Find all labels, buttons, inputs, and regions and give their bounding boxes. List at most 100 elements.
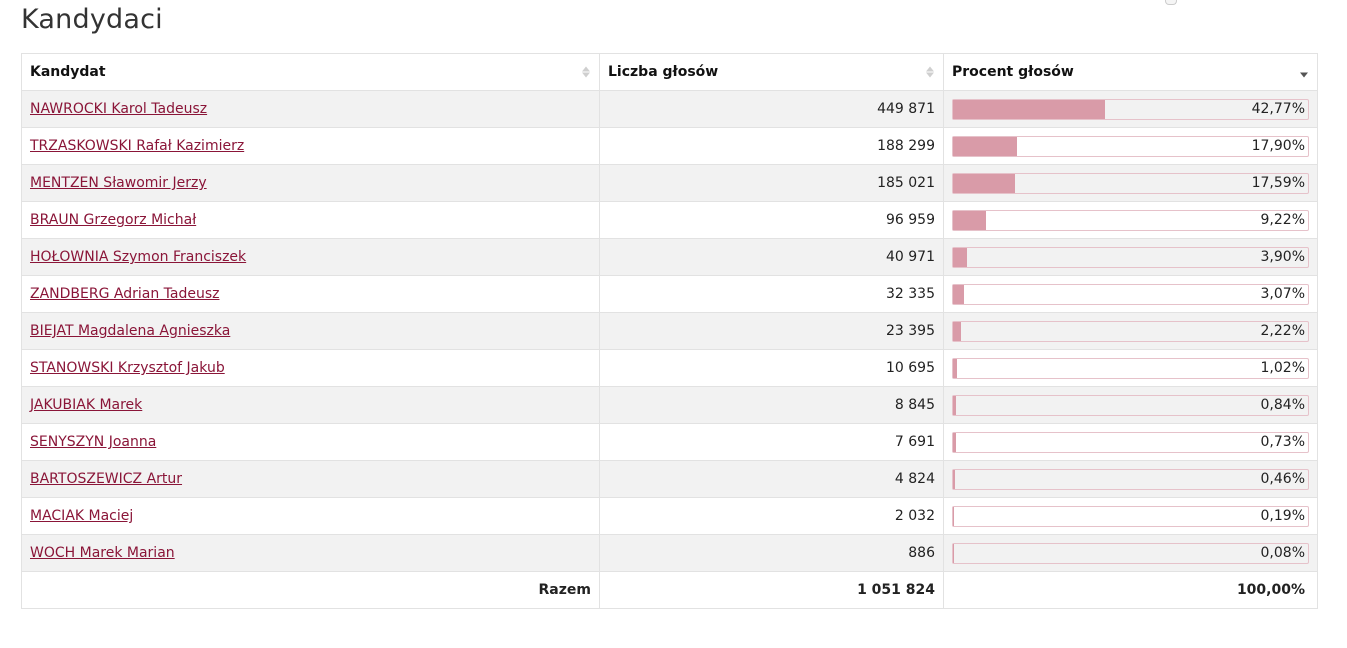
votes-cell: 449 871 (599, 90, 944, 128)
candidate-link[interactable]: ZANDBERG Adrian Tadeusz (30, 286, 220, 302)
percent-cell: 0,19% (943, 497, 1318, 535)
percent-cell: 0,73% (943, 423, 1318, 461)
candidate-cell: BIEJAT Magdalena Agnieszka (21, 312, 600, 350)
votes-cell: 185 021 (599, 164, 944, 202)
candidate-cell: SENYSZYN Joanna (21, 423, 600, 461)
candidate-cell: MACIAK Maciej (21, 497, 600, 535)
percent-bar: 1,02% (952, 357, 1309, 379)
table-row: JAKUBIAK Marek 8 845 0,84% (21, 386, 1318, 424)
percent-label: 17,90% (1251, 138, 1305, 154)
candidate-cell: BARTOSZEWICZ Artur (21, 460, 600, 498)
sort-icon[interactable] (582, 66, 590, 78)
table-row: BARTOSZEWICZ Artur 4 824 0,46% (21, 460, 1318, 498)
votes-cell: 96 959 (599, 201, 944, 239)
votes-cell: 32 335 (599, 275, 944, 313)
candidate-link[interactable]: WOCH Marek Marian (30, 545, 175, 561)
candidate-link[interactable]: STANOWSKI Krzysztof Jakub (30, 360, 225, 376)
percent-label: 0,19% (1260, 508, 1305, 524)
percent-bar: 9,22% (952, 209, 1309, 231)
percent-bar: 17,59% (952, 172, 1309, 194)
candidate-cell: NAWROCKI Karol Tadeusz (21, 90, 600, 128)
percent-cell: 1,02% (943, 349, 1318, 387)
percent-bar: 3,90% (952, 246, 1309, 268)
percent-bar: 0,73% (952, 431, 1309, 453)
candidate-link[interactable]: BRAUN Grzegorz Michał (30, 212, 197, 228)
total-row: Razem 1 051 824 100,00% (21, 571, 1318, 609)
votes-cell: 188 299 (599, 127, 944, 165)
percent-label: 0,46% (1260, 471, 1305, 487)
candidate-cell: JAKUBIAK Marek (21, 386, 600, 424)
percent-label: 9,22% (1260, 212, 1305, 228)
votes-cell: 4 824 (599, 460, 944, 498)
header-percent-label: Procent głosów (952, 64, 1074, 80)
table-row: BRAUN Grzegorz Michał 96 959 9,22% (21, 201, 1318, 239)
percent-bar-fill (953, 506, 954, 526)
percent-cell: 42,77% (943, 90, 1318, 128)
percent-bar-fill (953, 284, 964, 304)
candidate-cell: WOCH Marek Marian (21, 534, 600, 572)
candidate-link[interactable]: JAKUBIAK Marek (30, 397, 143, 413)
table-row: WOCH Marek Marian 886 0,08% (21, 534, 1318, 572)
sort-desc-icon[interactable] (1300, 67, 1308, 78)
percent-cell: 9,22% (943, 201, 1318, 239)
table-row: NAWROCKI Karol Tadeusz 449 871 42,77% (21, 90, 1318, 128)
candidate-link[interactable]: TRZASKOWSKI Rafał Kazimierz (30, 138, 245, 154)
percent-bar: 3,07% (952, 283, 1309, 305)
percent-cell: 17,90% (943, 127, 1318, 165)
percent-bar: 17,90% (952, 135, 1309, 157)
header-percent[interactable]: Procent głosów (943, 53, 1318, 91)
candidate-cell: MENTZEN Sławomir Jerzy (21, 164, 600, 202)
candidate-link[interactable]: SENYSZYN Joanna (30, 434, 157, 450)
percent-label: 0,08% (1260, 545, 1305, 561)
header-votes[interactable]: Liczba głosów (599, 53, 944, 91)
percent-label: 0,73% (1260, 434, 1305, 450)
table-row: BIEJAT Magdalena Agnieszka 23 395 2,22% (21, 312, 1318, 350)
votes-cell: 886 (599, 534, 944, 572)
percent-label: 2,22% (1260, 323, 1305, 339)
header-candidate[interactable]: Kandydat (21, 53, 600, 91)
total-votes: 1 051 824 (599, 571, 944, 609)
candidate-cell: ZANDBERG Adrian Tadeusz (21, 275, 600, 313)
percent-cell: 0,84% (943, 386, 1318, 424)
percent-bar-fill (953, 321, 961, 341)
candidate-link[interactable]: BIEJAT Magdalena Agnieszka (30, 323, 231, 339)
percent-label: 1,02% (1260, 360, 1305, 376)
candidates-table: Kandydat Liczba głosów Procent głosów NA… (21, 53, 1318, 609)
percent-cell: 0,08% (943, 534, 1318, 572)
percent-bar-fill (953, 358, 957, 378)
percent-bar-fill (953, 99, 1105, 119)
percent-bar: 0,84% (952, 394, 1309, 416)
table-row: SENYSZYN Joanna 7 691 0,73% (21, 423, 1318, 461)
votes-cell: 10 695 (599, 349, 944, 387)
table-row: MACIAK Maciej 2 032 0,19% (21, 497, 1318, 535)
candidate-link[interactable]: HOŁOWNIA Szymon Franciszek (30, 249, 247, 265)
percent-bar-fill (953, 173, 1016, 193)
percent-bar-fill (953, 432, 956, 452)
percent-cell: 17,59% (943, 164, 1318, 202)
table-row: ZANDBERG Adrian Tadeusz 32 335 3,07% (21, 275, 1318, 313)
corner-decoration (1165, 0, 1177, 5)
votes-cell: 2 032 (599, 497, 944, 535)
percent-bar-fill (953, 469, 955, 489)
percent-label: 0,84% (1260, 397, 1305, 413)
percent-bar: 0,46% (952, 468, 1309, 490)
percent-bar-fill (953, 247, 967, 267)
candidate-link[interactable]: MACIAK Maciej (30, 508, 134, 524)
sort-icon[interactable] (926, 66, 934, 78)
candidate-link[interactable]: BARTOSZEWICZ Artur (30, 471, 183, 487)
percent-label: 17,59% (1251, 175, 1305, 191)
percent-bar: 42,77% (952, 98, 1309, 120)
header-votes-label: Liczba głosów (608, 64, 719, 80)
table-header-row: Kandydat Liczba głosów Procent głosów (21, 53, 1318, 91)
table-row: HOŁOWNIA Szymon Franciszek 40 971 3,90% (21, 238, 1318, 276)
total-label: Razem (21, 571, 600, 609)
header-candidate-label: Kandydat (30, 64, 106, 80)
candidate-link[interactable]: NAWROCKI Karol Tadeusz (30, 101, 208, 117)
votes-cell: 40 971 (599, 238, 944, 276)
votes-cell: 7 691 (599, 423, 944, 461)
table-row: MENTZEN Sławomir Jerzy 185 021 17,59% (21, 164, 1318, 202)
percent-bar: 0,19% (952, 505, 1309, 527)
percent-bar-fill (953, 395, 956, 415)
table-row: STANOWSKI Krzysztof Jakub 10 695 1,02% (21, 349, 1318, 387)
candidate-link[interactable]: MENTZEN Sławomir Jerzy (30, 175, 207, 191)
